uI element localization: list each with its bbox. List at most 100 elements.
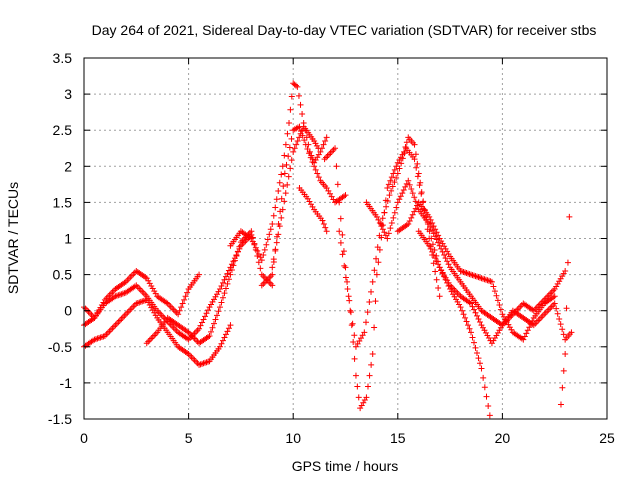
data-point — [471, 306, 478, 313]
data-point — [336, 199, 343, 206]
data-point — [472, 273, 479, 280]
data-point — [261, 246, 268, 253]
data-point — [376, 232, 383, 239]
data-point — [406, 217, 413, 224]
data-point — [219, 279, 226, 286]
data-point — [541, 311, 548, 318]
data-point — [225, 267, 232, 274]
data-point — [432, 233, 439, 240]
data-point — [194, 338, 201, 345]
data-point — [193, 328, 200, 335]
series-track-8 — [296, 184, 330, 235]
data-point — [387, 177, 394, 184]
data-point — [384, 197, 391, 204]
data-point — [218, 299, 225, 306]
data-point — [211, 296, 218, 303]
data-point — [436, 235, 443, 242]
data-point — [366, 299, 373, 306]
data-point — [478, 275, 485, 282]
data-point — [406, 181, 413, 188]
data-point — [216, 304, 223, 311]
data-point — [435, 239, 442, 246]
data-point — [269, 221, 276, 228]
data-point — [152, 330, 159, 337]
data-point — [252, 244, 259, 251]
data-point — [538, 314, 545, 321]
data-point — [375, 216, 382, 223]
data-point — [473, 312, 480, 319]
data-point — [208, 328, 215, 335]
data-point — [118, 315, 125, 322]
data-point — [113, 320, 120, 327]
x-tick-label: 10 — [285, 430, 301, 446]
data-point — [473, 273, 480, 280]
data-point — [281, 152, 288, 159]
data-point — [363, 394, 370, 401]
data-point — [486, 412, 493, 419]
data-marks — [81, 80, 575, 419]
data-point — [339, 231, 346, 238]
data-point — [270, 256, 277, 263]
data-point — [394, 170, 401, 177]
data-point — [88, 311, 95, 318]
data-point — [393, 174, 400, 181]
data-point — [427, 224, 434, 231]
series-track-13 — [415, 228, 575, 347]
data-point — [408, 185, 415, 192]
data-point — [469, 303, 476, 310]
data-point — [444, 277, 451, 284]
data-point — [444, 258, 451, 265]
data-point — [285, 173, 292, 180]
data-point — [364, 309, 371, 316]
data-point — [460, 311, 467, 318]
data-point — [320, 221, 327, 228]
data-point — [529, 321, 536, 328]
data-point — [373, 271, 380, 278]
data-point — [444, 248, 451, 255]
data-point — [371, 267, 378, 274]
data-point — [454, 290, 461, 297]
data-point — [536, 301, 543, 308]
data-point — [133, 300, 140, 307]
data-point — [213, 312, 220, 319]
data-point — [224, 280, 231, 287]
data-point — [139, 298, 146, 305]
data-point — [557, 321, 564, 328]
data-point — [119, 290, 126, 297]
data-point — [257, 265, 264, 272]
data-point — [478, 365, 485, 372]
y-tick-label: 2 — [64, 158, 72, 174]
data-point — [234, 248, 241, 255]
data-point — [258, 271, 265, 278]
data-point — [564, 259, 571, 266]
data-point — [429, 248, 436, 255]
data-point — [559, 326, 566, 333]
data-point — [121, 279, 128, 286]
data-point — [231, 257, 238, 264]
series-track-9 — [321, 134, 443, 412]
data-point — [216, 286, 223, 293]
data-point — [309, 203, 316, 210]
data-point — [439, 240, 446, 247]
data-point — [329, 148, 336, 155]
data-point — [211, 320, 218, 327]
data-point — [399, 155, 406, 162]
data-point — [205, 307, 212, 314]
data-point — [481, 327, 488, 334]
data-point — [536, 315, 543, 322]
data-point — [399, 190, 406, 197]
data-point — [526, 324, 533, 331]
data-point — [374, 244, 381, 251]
data-point — [288, 135, 295, 142]
data-point — [360, 399, 367, 406]
y-tick-label: 2.5 — [53, 122, 73, 138]
data-point — [403, 139, 410, 146]
data-point — [127, 306, 134, 313]
data-point — [430, 230, 437, 237]
data-point — [483, 393, 490, 400]
data-point — [337, 215, 344, 222]
data-point — [376, 220, 383, 227]
data-point — [389, 183, 396, 190]
data-point — [272, 204, 279, 211]
data-point — [350, 338, 357, 345]
